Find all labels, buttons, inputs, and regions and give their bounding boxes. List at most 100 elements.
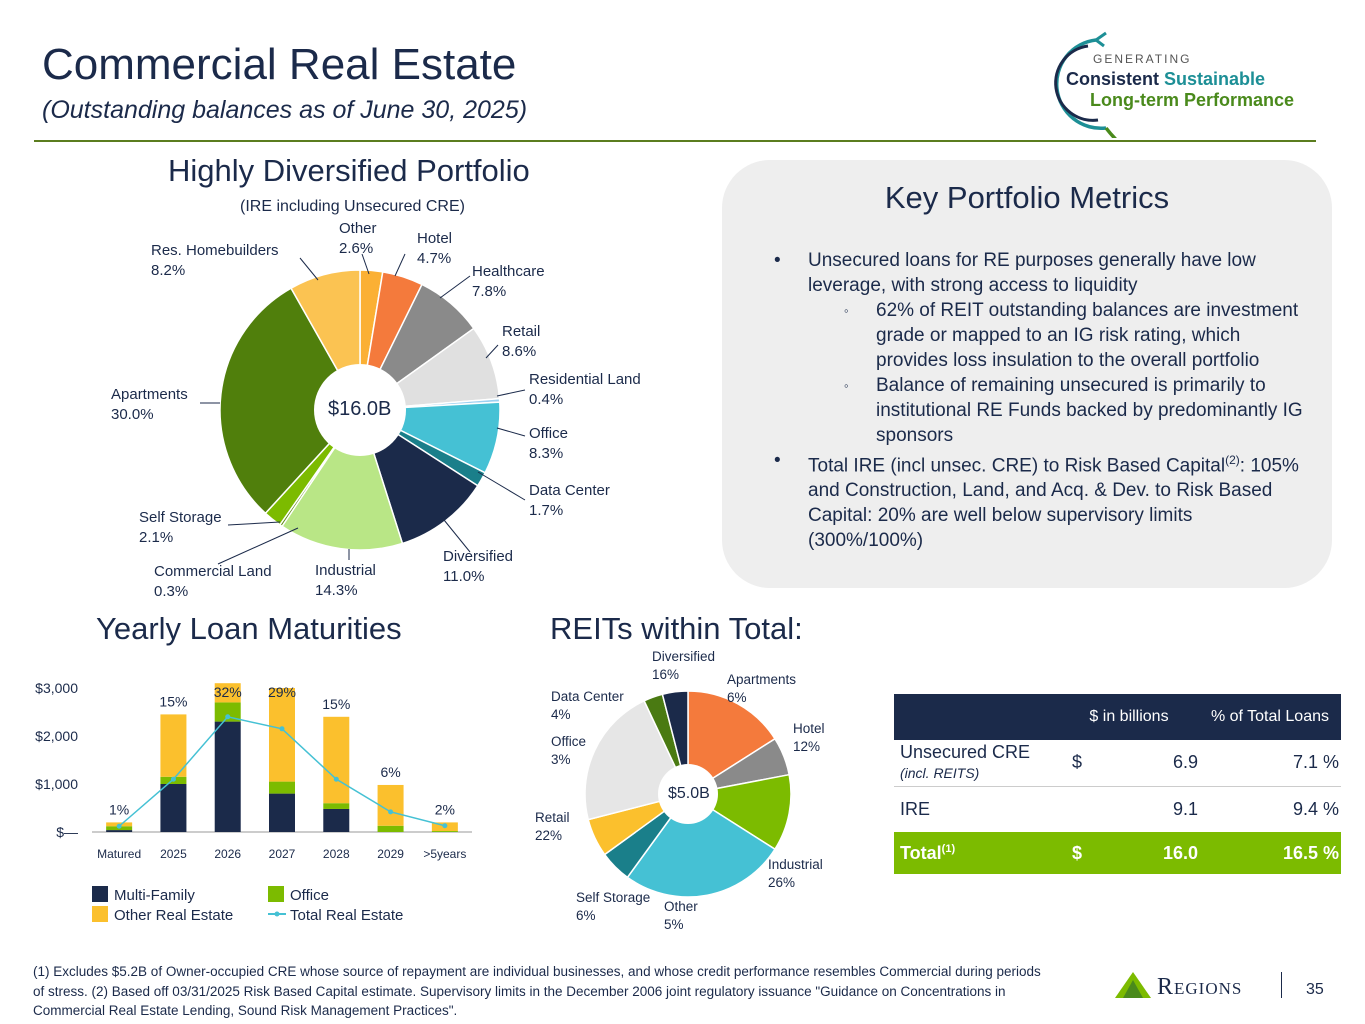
bar-pct-label: 15% (322, 696, 350, 712)
logo-generating-text: GENERATING (1093, 52, 1192, 66)
bar-other-real-estate (160, 714, 187, 777)
footnote: (1) Excludes $5.2B of Owner-occupied CRE… (33, 964, 1041, 1018)
x-tick-label: Matured (97, 847, 141, 861)
table-cell-value: 16.0 (1094, 832, 1204, 874)
pie1-label-data-center: Data Center 1.7% (529, 482, 610, 519)
logo-sustainable: Sustainable (1164, 69, 1266, 89)
company-theme-logo (1036, 28, 1326, 138)
logo-line-3: Long-term Performance (1090, 90, 1295, 110)
portfolio-pie-chart (200, 253, 526, 565)
legend-swatch (92, 906, 108, 922)
cre-summary-table: $ in billions % of Total Loans Unsecured… (894, 694, 1341, 874)
bar-office (269, 781, 295, 794)
bar-pct-label: 2% (435, 801, 455, 817)
bar-pct-label: 32% (214, 684, 242, 700)
pie1-leader-line (439, 514, 471, 553)
y-tick-label: $— (56, 824, 78, 840)
line-point (333, 776, 339, 782)
y-tick-label: $1,000 (35, 776, 78, 792)
bar-multi-family (106, 830, 133, 832)
pie1-leader-line (439, 275, 471, 299)
line-point (279, 726, 285, 732)
pie1-leader-line (299, 257, 319, 281)
pie1-label-other: Other 2.6% (339, 220, 377, 257)
pie1-center-label: $16.0B (328, 398, 392, 420)
table-cell-currency (1054, 786, 1094, 832)
table-cell-currency: $ (1054, 740, 1094, 787)
pie2-label-diversified: Diversified 16% (652, 649, 716, 682)
pie1-label-healthcare: Healthcare 7.8% (472, 263, 545, 300)
pie1-leader-line (394, 253, 406, 277)
pie1-label-commercial-land: Commercial Land 0.3% (154, 563, 272, 600)
logo-divider (1281, 972, 1282, 998)
bar-other-real-estate (377, 784, 404, 826)
x-tick-label: 2025 (160, 847, 187, 861)
header-divider (34, 140, 1316, 142)
metrics-bullet-1: • Unsecured loans for RE purposes general… (774, 250, 1256, 296)
bar-pct-label: 15% (159, 693, 187, 709)
table-header-row: $ in billions % of Total Loans (894, 694, 1341, 740)
maturities-heading: Yearly Loan Maturities (96, 611, 402, 646)
pie1-label-office: Office 8.3% (529, 425, 568, 462)
logo-line-2: Consistent Sustainable (1066, 69, 1265, 90)
table-row: Unsecured CRE (incl. REITS) $ 6.9 7.1 % (894, 740, 1341, 787)
table-cell-value: 6.9 (1094, 740, 1204, 787)
bar-pct-label: 29% (268, 684, 296, 700)
pie2-slice-diversified (687, 690, 777, 796)
pie1-slice-apartments (219, 287, 361, 515)
regions-wordmark: Regions (1157, 974, 1243, 1000)
line-point (442, 823, 448, 829)
table-total-label: Total(1) (894, 832, 1054, 874)
bar-multi-family (269, 793, 295, 832)
pie2-label-hotel: Hotel 12% (793, 721, 825, 754)
pie1-label-hotel: Hotel 4.7% (417, 230, 453, 267)
logo-consistent: Consistent (1066, 69, 1160, 89)
arc-arrow-icon (1054, 31, 1118, 138)
table-cell-currency: $ (1054, 832, 1094, 874)
y-tick-label: $2,000 (35, 728, 78, 744)
regions-triangle-icon (1115, 972, 1151, 998)
legend-swatch (268, 886, 284, 902)
pie1-leader-line (485, 344, 499, 359)
x-tick-label: 2027 (269, 847, 296, 861)
bar-pct-label: 6% (380, 764, 400, 780)
pie2-slice-industrial (626, 792, 777, 898)
legend-total-real-estate: Total Real Estate (268, 906, 403, 926)
pie1-leader-line (217, 527, 299, 565)
portfolio-heading: Highly Diversified Portfolio (168, 153, 530, 188)
bar-multi-family (323, 808, 350, 832)
table-total-row: Total(1) $ 16.0 16.5 % (894, 832, 1341, 874)
legend-swatch (92, 886, 108, 902)
legend-line-icon (268, 911, 286, 917)
bar-office (431, 831, 458, 832)
page-number: 35 (1306, 981, 1324, 998)
metrics-bullet-2: • Total IRE (incl unsec. CRE) to Risk Bas… (774, 450, 1299, 552)
pie1-leader-line (361, 253, 370, 275)
pie1-center-hole (314, 364, 406, 456)
pie1-label-diversified: Diversified 11.0% (443, 548, 514, 585)
table-header-blank (894, 694, 1054, 740)
y-tick-label: $3,000 (35, 680, 78, 696)
reits-pie-chart (584, 690, 792, 898)
bar-office (323, 803, 350, 809)
bar-other-real-estate (214, 683, 241, 703)
x-tick-label: 2026 (214, 847, 241, 861)
pie1-label-res-homebuilders: Res. Homebuilders 8.2% (151, 242, 279, 279)
line-point (170, 776, 176, 782)
bar-pct-label: 1% (109, 801, 129, 817)
line-point (388, 809, 394, 815)
page-title: Commercial Real Estate (42, 40, 517, 89)
page-subtitle: (Outstanding balances as of June 30, 202… (42, 96, 528, 124)
pie1-label-self-storage: Self Storage 2.1% (139, 509, 222, 546)
table-row: IRE 9.1 9.4 % (894, 786, 1341, 832)
table-row-label: Unsecured CRE (incl. REITS) (894, 740, 1054, 787)
pie2-label-industrial: Industrial 26% (768, 857, 823, 890)
line-point (225, 714, 231, 720)
pie1-label-residential-land: Residential Land 0.4% (529, 371, 641, 408)
bar-other-real-estate (323, 716, 350, 804)
pie1-label-industrial: Industrial 14.3% (315, 562, 376, 599)
metrics-sub-bullet-2: ◦ Balance of remaining unsecured is prima… (844, 375, 1303, 446)
table-row-label: IRE (900, 798, 931, 819)
bar-office (214, 702, 241, 722)
pie2-center-label: $5.0B (668, 785, 710, 802)
